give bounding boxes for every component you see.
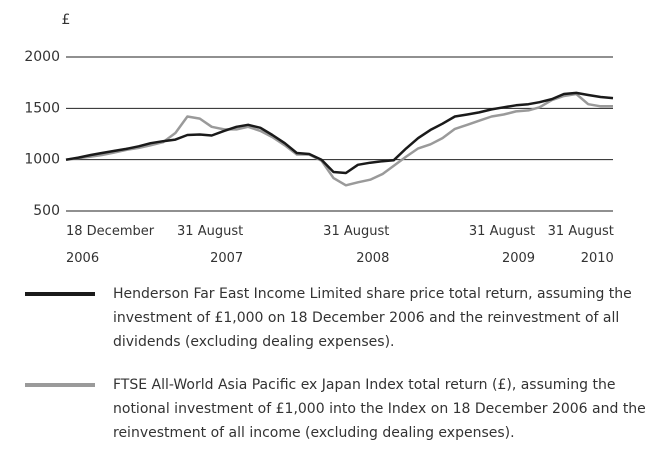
x-tick-label: 31 August 2007 <box>177 224 244 266</box>
y-tick-label: 2000 <box>24 49 60 65</box>
x-tick-label: 31 August 2008 <box>323 224 390 266</box>
y-tick-label: 1500 <box>24 100 60 116</box>
legend-text: FTSE All-World Asia Pacific ex Japan Ind… <box>113 377 646 441</box>
series-line <box>65 92 613 187</box>
y-axis-label: £ <box>62 12 71 28</box>
legend-swatch <box>25 292 95 296</box>
legend-text: Henderson Far East Income Limited share … <box>113 286 632 350</box>
y-tick-label: 1000 <box>24 152 60 168</box>
x-tick-label: 31 August 2010 <box>547 224 614 266</box>
legend-swatch <box>25 383 95 387</box>
x-tick-label: 31 August 2009 <box>468 224 536 266</box>
series-line <box>65 91 614 175</box>
y-tick-label: 500 <box>33 203 60 219</box>
x-tick-label: 18 December 2006 <box>66 224 155 266</box>
